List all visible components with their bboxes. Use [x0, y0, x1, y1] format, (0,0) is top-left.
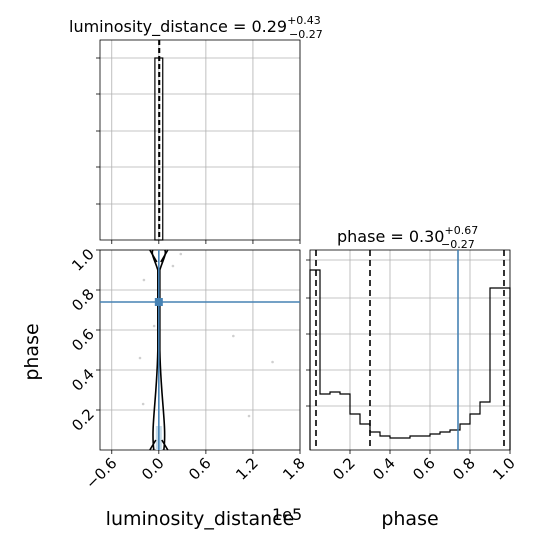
x-tick-label: 0.6 [185, 454, 215, 484]
density-contour [151, 249, 159, 451]
scatter-point [179, 252, 183, 256]
phase-hist-panel: 0.2 0.4 0.6 0.8 1.0 [306, 249, 519, 484]
scatter-point [232, 334, 235, 338]
y-axis-label-phase: phase [21, 323, 43, 380]
panel-frame [99, 39, 301, 241]
y-tick-label: 0.2 [68, 405, 98, 435]
phase-title-sub: −0.27 [441, 238, 475, 251]
scatter-point [138, 356, 142, 360]
x-tick-label: −0.6 [82, 454, 120, 492]
x-tick-label: 0.0 [138, 454, 168, 484]
x-tick-label: 0.6 [409, 454, 439, 484]
x-tick-label: 1.2 [232, 454, 262, 484]
truth-marker [154, 298, 163, 306]
scatter-point [247, 414, 251, 418]
y-tick-label: 1.0 [68, 245, 98, 275]
phase-title: phase = 0.30+0.67 [337, 224, 478, 246]
luminosity-distance-hist-panel [96, 39, 301, 244]
x-tick-label: 0.2 [329, 454, 359, 484]
density-contour [159, 249, 167, 451]
y-tick-label: 0.6 [68, 325, 98, 355]
y-tick-label: 0.4 [68, 365, 98, 395]
luminosity-distance-title-sub: −0.27 [289, 28, 323, 41]
panel-frame [99, 249, 301, 451]
density-contour [149, 249, 169, 263]
x-tick-label: 0.4 [369, 454, 399, 484]
histogram-step [309, 269, 511, 450]
luminosity-distance-title: luminosity_distance = 0.29+0.43 [69, 14, 321, 37]
x-scale-offset-label: 1e5 [272, 505, 302, 524]
x-axis-label-luminosity-distance: luminosity_distance [106, 508, 295, 530]
scatter-point [152, 324, 156, 328]
x-axis-label-phase: phase [381, 508, 438, 530]
y-tick-label: 0.8 [68, 285, 98, 315]
scatter-point [141, 402, 145, 406]
x-tick-label: 0.8 [449, 454, 479, 484]
scatter-point [142, 278, 146, 282]
density-contour [149, 439, 169, 451]
2d-density-panel: −0.6 0.0 0.6 1.2 1.8 0.2 0.4 0.6 0.8 1.0 [68, 245, 309, 492]
scatter-point [171, 264, 175, 268]
x-tick-label: 1.0 [489, 454, 519, 484]
panel-frame [309, 249, 511, 451]
scatter-point [271, 360, 274, 364]
x-tick-label: 1.8 [279, 454, 309, 484]
